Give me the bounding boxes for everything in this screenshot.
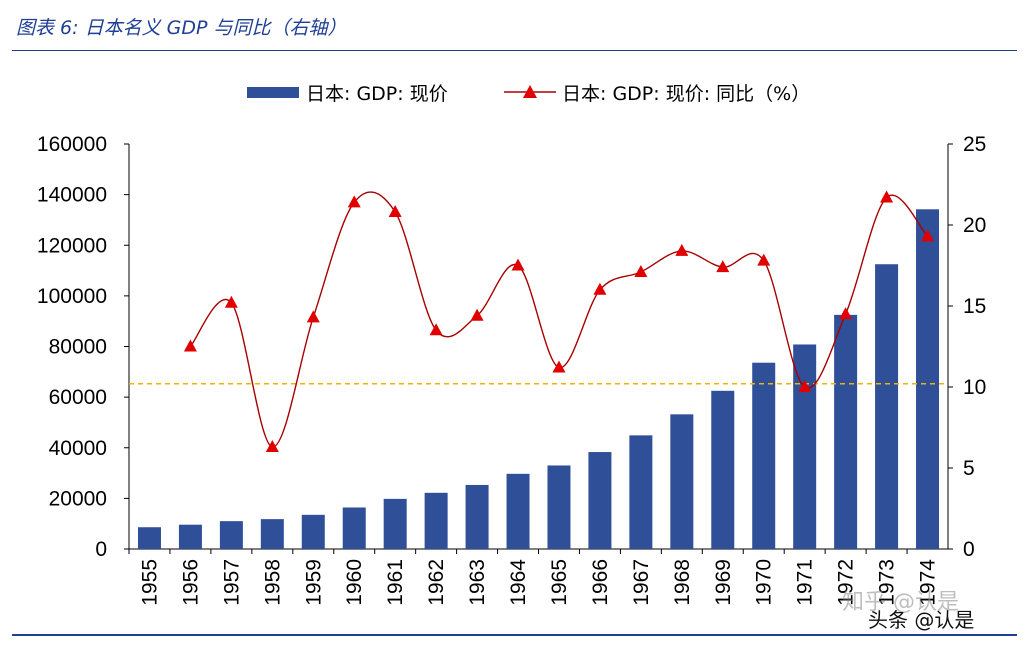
y-left-tick-label: 40000 bbox=[49, 437, 107, 460]
yoy-line bbox=[189, 191, 929, 448]
gdp-bar bbox=[916, 209, 940, 549]
y-left-tick-label: 120000 bbox=[37, 234, 107, 257]
y-left-tick-label: 140000 bbox=[37, 184, 107, 207]
x-tick-label: 1963 bbox=[466, 559, 489, 606]
gdp-bar bbox=[219, 521, 243, 549]
x-tick-label: 1973 bbox=[876, 559, 899, 606]
x-tick-label: 1962 bbox=[425, 559, 448, 606]
yoy-marker bbox=[552, 360, 566, 373]
gdp-bar bbox=[342, 507, 366, 549]
yoy-marker bbox=[429, 323, 443, 336]
gdp-bar bbox=[793, 344, 817, 549]
legend-bar-label: 日本: GDP: 现价 bbox=[306, 83, 448, 105]
yoy-markers bbox=[183, 190, 935, 452]
y-right-tick-label: 25 bbox=[963, 133, 986, 156]
gdp-bar bbox=[547, 465, 571, 549]
x-tick-label: 1967 bbox=[630, 559, 653, 606]
legend-line-marker bbox=[523, 85, 537, 98]
yoy-marker bbox=[716, 260, 730, 273]
x-tick-label: 1961 bbox=[384, 559, 407, 606]
gdp-bar bbox=[834, 314, 858, 549]
x-tick-label: 1965 bbox=[548, 559, 571, 606]
x-tick-label: 1968 bbox=[671, 559, 694, 606]
gdp-bar bbox=[424, 492, 448, 549]
gdp-bar bbox=[875, 264, 899, 549]
yoy-marker bbox=[388, 205, 402, 218]
x-tick-label: 1970 bbox=[753, 559, 776, 606]
yoy-marker bbox=[265, 439, 279, 452]
yoy-marker bbox=[839, 307, 853, 320]
watermark: 知乎 @认是 bbox=[842, 590, 959, 615]
chart-legend: 日本: GDP: 现价 日本: GDP: 现价: 同比（%） bbox=[247, 83, 810, 105]
y-right-tick-label: 15 bbox=[963, 295, 986, 318]
yoy-marker bbox=[347, 195, 361, 208]
x-tick-label: 1959 bbox=[302, 559, 325, 606]
x-tick-label: 1958 bbox=[261, 559, 284, 606]
y-left-tick-label: 20000 bbox=[49, 487, 107, 510]
legend-bar-swatch bbox=[247, 87, 299, 98]
y-right-tick-label: 5 bbox=[963, 457, 975, 480]
x-tick-label: 1971 bbox=[794, 559, 817, 606]
x-tick-label: 1972 bbox=[835, 559, 858, 606]
title-divider bbox=[12, 50, 1017, 51]
x-tick-label: 1966 bbox=[589, 559, 612, 606]
gdp-bar bbox=[629, 435, 653, 549]
x-tick-label: 1969 bbox=[712, 559, 735, 606]
y-left-tick-label: 60000 bbox=[49, 386, 107, 409]
y-right-tick-label: 20 bbox=[963, 214, 986, 237]
gdp-bars bbox=[137, 209, 940, 549]
yoy-marker bbox=[757, 253, 771, 266]
x-tick-label: 1960 bbox=[343, 559, 366, 606]
gdp-bar bbox=[670, 414, 694, 549]
x-tick-label: 1956 bbox=[179, 559, 202, 606]
y-left-tick-label: 100000 bbox=[37, 285, 107, 308]
yoy-marker bbox=[183, 339, 197, 352]
gdp-bar bbox=[178, 524, 202, 549]
x-tick-label: 1974 bbox=[917, 559, 940, 606]
yoy-marker bbox=[921, 229, 935, 242]
gdp-bar bbox=[506, 473, 530, 549]
figure-title: 图表 6: 日本名义 GDP 与同比（右轴） bbox=[16, 17, 347, 39]
gdp-bar bbox=[301, 514, 325, 549]
y-left-tick-label: 80000 bbox=[49, 336, 107, 359]
x-tick-label: 1957 bbox=[220, 559, 243, 606]
x-tick-label: 1964 bbox=[507, 559, 530, 606]
y-left-tick-label: 160000 bbox=[37, 133, 107, 156]
yoy-marker bbox=[511, 258, 525, 271]
gdp-bar bbox=[260, 519, 284, 549]
gdp-bar bbox=[588, 452, 612, 549]
gdp-bar bbox=[465, 484, 489, 549]
yoy-marker bbox=[880, 190, 894, 203]
gdp-bar bbox=[711, 390, 735, 549]
x-tick-label: 1955 bbox=[138, 559, 161, 606]
y-right-tick-label: 10 bbox=[963, 376, 986, 399]
gdp-bar bbox=[383, 498, 407, 549]
source-tag: 头条 @认是 bbox=[868, 608, 975, 632]
yoy-line-path bbox=[189, 191, 929, 448]
legend-line-label: 日本: GDP: 现价: 同比（%） bbox=[562, 83, 810, 105]
yoy-marker bbox=[798, 380, 812, 392]
yoy-marker bbox=[634, 264, 648, 277]
yoy-marker bbox=[470, 308, 484, 321]
yoy-marker bbox=[675, 243, 689, 256]
yoy-marker bbox=[306, 310, 320, 323]
axes: 0 20000 40000 60000 80000 100000 120000 140000 1… bbox=[37, 133, 986, 606]
gdp-bar bbox=[137, 527, 161, 549]
y-left-tick-label: 0 bbox=[95, 538, 107, 561]
gdp-bar bbox=[752, 362, 776, 549]
y-right-tick-label: 0 bbox=[963, 538, 975, 561]
yoy-marker bbox=[593, 282, 607, 295]
yoy-marker bbox=[224, 295, 238, 308]
footer-divider bbox=[12, 634, 1017, 636]
